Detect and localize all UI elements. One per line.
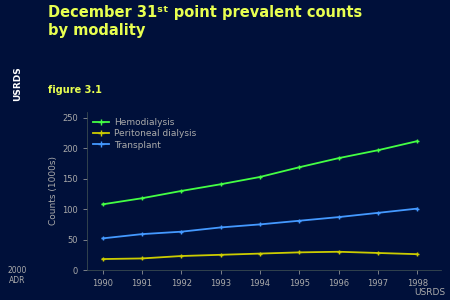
Text: USRDS: USRDS (13, 67, 22, 101)
Text: December 31ˢᵗ point prevalent counts
by modality: December 31ˢᵗ point prevalent counts by … (48, 5, 362, 38)
Text: 2000
ADR: 2000 ADR (8, 266, 27, 285)
Text: figure 3.1: figure 3.1 (48, 85, 101, 95)
Text: USRDS: USRDS (414, 288, 446, 297)
Y-axis label: Counts (1000s): Counts (1000s) (49, 156, 58, 226)
Legend: Hemodialysis, Peritoneal dialysis, Transplant: Hemodialysis, Peritoneal dialysis, Trans… (91, 116, 198, 152)
